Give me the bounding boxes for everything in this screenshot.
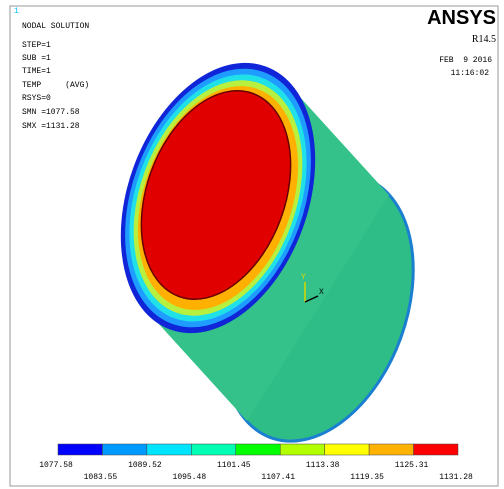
info-line: RSYS=0 (22, 94, 51, 103)
ansys-window: 1 NODAL SOLUTION STEP=1 SUB =1 TIME=1 TEMP (… (0, 0, 504, 489)
y-label: Y (301, 273, 306, 282)
legend-label: 1095.48 (173, 473, 207, 482)
info-line: SMN =1077.58 (22, 108, 80, 117)
brand-version: R14.5 (472, 34, 496, 45)
legend-label: 1125.31 (395, 461, 429, 470)
info-line: NODAL SOLUTION (22, 22, 89, 31)
legend-swatch (414, 444, 458, 455)
legend-label: 1077.58 (39, 461, 73, 470)
legend-swatch (147, 444, 191, 455)
legend-label: 1089.52 (128, 461, 162, 470)
legend-label: 1107.41 (261, 473, 295, 482)
legend-swatch (325, 444, 369, 455)
legend-label: 1113.38 (306, 461, 340, 470)
legend-label: 1131.28 (439, 473, 473, 482)
window-number: 1 (14, 7, 19, 16)
info-line: TIME=1 (22, 67, 51, 76)
legend-swatch (236, 444, 280, 455)
legend-label: 1101.45 (217, 461, 251, 470)
legend-label: 1083.55 (84, 473, 118, 482)
x-label: X (319, 288, 324, 297)
legend-swatch (280, 444, 324, 455)
info-line: STEP=1 (22, 41, 51, 50)
time: 11:16:02 (451, 69, 490, 78)
legend-swatch (102, 444, 146, 455)
brand-name: ANSYS (427, 7, 496, 29)
info-line: SUB =1 (22, 54, 51, 63)
info-line: SMX =1131.28 (22, 122, 80, 131)
legend-swatch (191, 444, 235, 455)
info-line: TEMP (AVG) (22, 81, 89, 90)
legend-label: 1119.35 (350, 473, 384, 482)
date: FEB 9 2016 (439, 56, 492, 65)
legend-swatch (58, 444, 102, 455)
legend-swatch (369, 444, 413, 455)
